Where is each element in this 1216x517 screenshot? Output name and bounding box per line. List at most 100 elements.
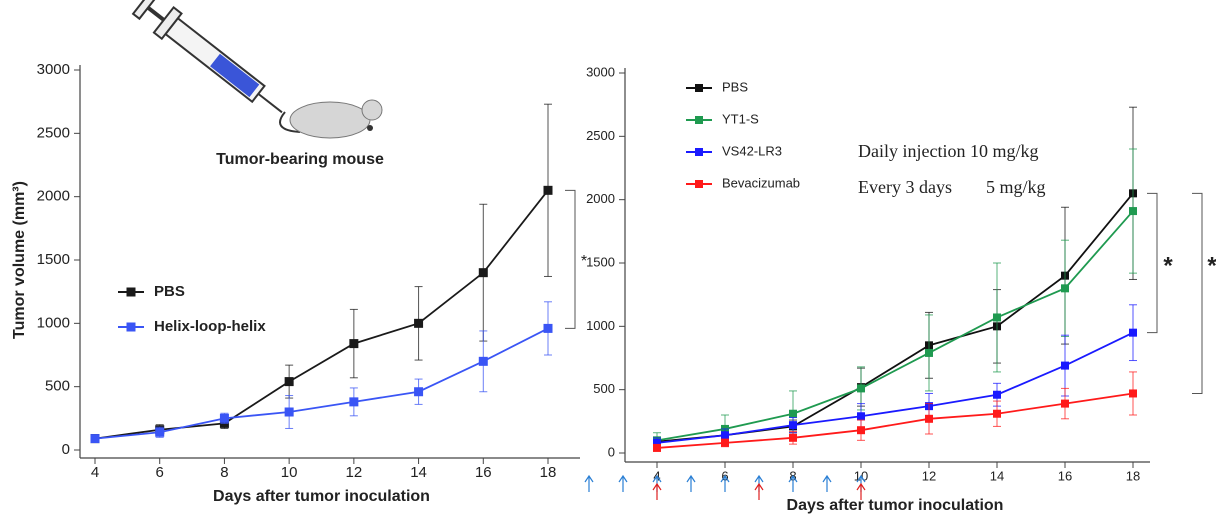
legend-label: Bevacizumab (722, 175, 800, 190)
data-point (1129, 207, 1137, 216)
y-tick-label: 2000 (586, 191, 615, 206)
data-point (857, 412, 865, 421)
data-point (993, 313, 1001, 322)
x-tick-label: 4 (91, 464, 99, 481)
significance-bracket (565, 189, 576, 329)
data-point (414, 387, 424, 397)
legend-marker (126, 287, 136, 297)
x-axis-label: Days after tumor inoculation (213, 488, 430, 505)
data-point (925, 348, 933, 357)
data-point (857, 426, 865, 435)
x-tick-label: 8 (220, 464, 228, 481)
data-point (1061, 399, 1069, 408)
injection-arrow (754, 482, 764, 500)
chart: 0 500 1000 1500 2000 2500 3000 4 6 8 10 12 14 16 18 Day… (11, 61, 587, 505)
x-tick-label: 16 (1058, 468, 1072, 483)
annotation: * (1163, 252, 1173, 279)
data-point (284, 377, 294, 387)
data-point (993, 390, 1001, 399)
legend-marker (695, 180, 703, 188)
data-point (478, 268, 488, 278)
injection-arrow (720, 474, 730, 492)
data-point (1061, 284, 1069, 293)
significance-bracket (1192, 192, 1203, 394)
injection-arrow (788, 474, 798, 492)
legend-label: YT1-S (722, 111, 759, 126)
x-tick-label: 18 (540, 464, 557, 481)
y-tick-label: 2000 (37, 188, 70, 205)
x-tick-label: 18 (1126, 468, 1140, 483)
y-tick-label: 2500 (37, 124, 70, 141)
data-point (284, 407, 294, 417)
x-tick-label: 6 (156, 464, 164, 481)
series-line (94, 189, 549, 440)
x-axis-label: Days after tumor inoculation (787, 497, 1004, 514)
data-point (925, 414, 933, 423)
data-point (414, 318, 424, 328)
y-axis-label: Tumor volume (mm³) (11, 181, 28, 339)
legend-label: PBS (722, 79, 748, 94)
annotation: Tumor-bearing mouse (216, 151, 384, 168)
data-point (789, 421, 797, 430)
data-point (721, 431, 729, 440)
injection-arrow (618, 474, 628, 492)
annotation: 5 mg/kg (986, 177, 1046, 197)
y-tick-label: 0 (62, 441, 70, 458)
data-point (543, 185, 553, 195)
series-line (656, 210, 1134, 442)
y-tick-label: 3000 (586, 64, 615, 79)
data-point (155, 427, 165, 437)
y-tick-label: 2500 (586, 128, 615, 143)
x-tick-label: 12 (346, 464, 363, 481)
data-point (543, 323, 553, 333)
injection-arrow (686, 474, 696, 492)
y-tick-label: 0 (608, 444, 615, 459)
legend-marker (695, 116, 703, 124)
data-point (90, 434, 100, 444)
data-point (993, 409, 1001, 418)
data-point (1061, 361, 1069, 370)
y-tick-label: 1000 (37, 314, 70, 331)
mouse-illustration (131, 0, 383, 139)
y-tick-label: 1000 (586, 318, 615, 333)
annotation: * (581, 253, 587, 270)
series-line (656, 392, 1134, 449)
y-tick-label: 500 (45, 378, 70, 395)
data-point (653, 443, 661, 452)
significance-bracket (1147, 192, 1158, 334)
annotation: Every 3 days (858, 177, 952, 197)
injection-arrow (856, 482, 866, 500)
data-point (478, 356, 488, 366)
x-tick-label: 14 (410, 464, 427, 481)
legend-label: VS42-LR3 (722, 143, 782, 158)
y-tick-label: 1500 (37, 251, 70, 268)
series-line (656, 331, 1134, 444)
y-tick-label: 3000 (37, 61, 70, 78)
data-point (857, 384, 865, 393)
injection-arrow (822, 474, 832, 492)
data-point (1129, 328, 1137, 337)
x-tick-label: 12 (922, 468, 936, 483)
series-line (94, 327, 549, 440)
legend-marker (695, 148, 703, 156)
legend-label: PBS (154, 283, 185, 300)
injection-arrow (584, 474, 594, 492)
legend-marker (126, 322, 136, 332)
annotation: Daily injection 10 mg/kg (858, 141, 1038, 161)
legend-marker (695, 84, 703, 92)
data-point (789, 409, 797, 418)
data-point (653, 438, 661, 447)
data-point (789, 433, 797, 442)
x-tick-label: 10 (281, 464, 298, 481)
y-tick-label: 1500 (586, 254, 615, 269)
legend-label: Helix-loop-helix (154, 318, 266, 335)
data-point (349, 339, 359, 349)
data-point (219, 413, 229, 423)
injection-arrow (652, 482, 662, 500)
x-tick-label: 14 (990, 468, 1004, 483)
x-tick-label: 16 (475, 464, 492, 481)
data-point (721, 438, 729, 447)
annotation: * (1207, 252, 1216, 279)
